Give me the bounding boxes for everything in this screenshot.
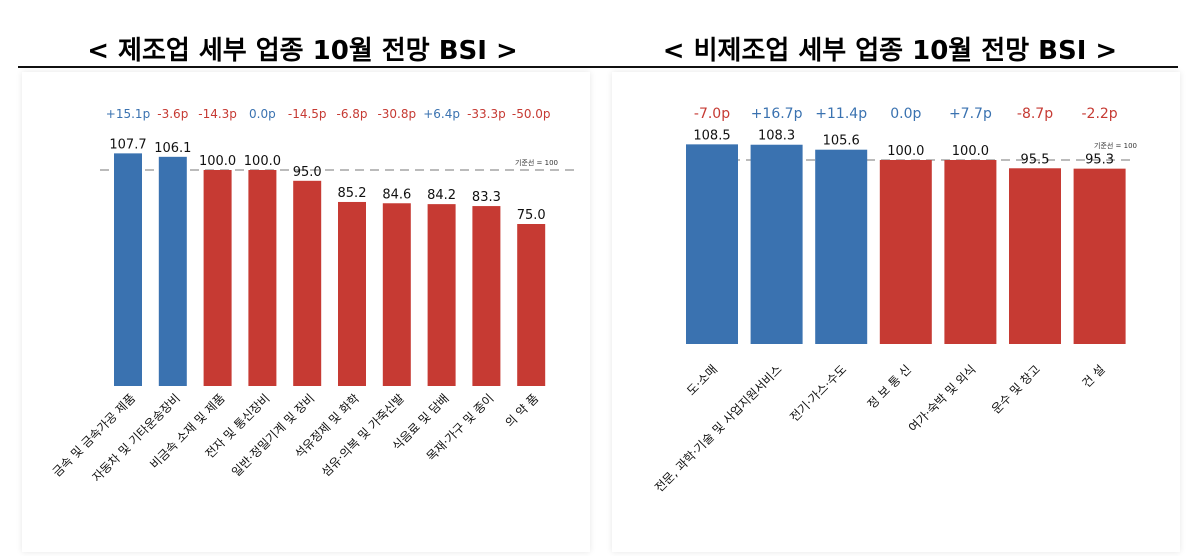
- change-label: -30.8p: [377, 107, 416, 121]
- category-label: 비금속 소재 및 제품: [147, 391, 227, 471]
- data-label: 84.2: [427, 188, 456, 203]
- bar: [248, 170, 277, 386]
- change-label: -14.5p: [288, 107, 327, 121]
- data-label: 85.2: [338, 186, 367, 201]
- data-label: 100.0: [199, 154, 236, 169]
- category-label: 도·소매: [684, 362, 720, 398]
- category-label: 운수 및 창고: [989, 362, 1043, 416]
- data-label: 84.6: [382, 187, 411, 202]
- data-label: 83.3: [472, 190, 501, 205]
- data-label: 100.0: [887, 144, 924, 159]
- bar: [338, 201, 366, 386]
- bar: [203, 170, 232, 386]
- data-label: 100.0: [952, 144, 989, 159]
- data-label: 75.0: [517, 208, 546, 223]
- bar: [114, 153, 142, 386]
- change-label: -14.3p: [198, 107, 237, 121]
- bar: [293, 180, 322, 386]
- category-label: 금속 및 금속가공 제품: [50, 391, 138, 479]
- change-label: 0.0p: [890, 106, 921, 122]
- change-label: -33.3p: [467, 107, 506, 121]
- nonmanufacturing-bar-chart: 기준선 = 100 108.5 -7.0p 도·소매 108.3 +16.7p 전문, 과학…: [652, 106, 1137, 495]
- change-label: 0.0p: [249, 107, 276, 121]
- change-label: +7.7p: [949, 106, 992, 122]
- data-label: 95.3: [1085, 153, 1114, 168]
- data-label: 100.0: [244, 154, 281, 169]
- title-underline: [18, 66, 1178, 68]
- data-label: 107.7: [109, 137, 146, 152]
- change-label: +6.4p: [423, 107, 460, 121]
- change-label: -6.8p: [336, 107, 367, 121]
- category-label: 섬유·의복 및 가죽신발: [319, 391, 407, 479]
- category-label: 자동차 및 기타운송장비: [90, 391, 183, 484]
- chart-title-nonmanufacturing: < 비제조업 세부 업종 10월 전망 BSI >: [662, 36, 1118, 66]
- manufacturing-bar-chart: 기준선 = 100 107.7 +15.1p 금속 및 금속가공 제품 106.1 -3.…: [50, 107, 574, 485]
- data-label: 108.3: [758, 129, 795, 144]
- baseline-label: 기준선 = 100: [515, 158, 558, 167]
- data-label: 106.1: [154, 141, 191, 156]
- bar: [750, 144, 803, 344]
- data-label: 95.0: [293, 165, 322, 180]
- change-label: -7.0p: [694, 106, 730, 122]
- data-label: 108.5: [693, 128, 730, 143]
- bar: [517, 224, 546, 386]
- bar: [427, 204, 456, 386]
- data-label: 95.5: [1021, 152, 1050, 167]
- data-label: 105.6: [823, 134, 860, 149]
- change-label: -2.2p: [1081, 106, 1117, 122]
- category-label: 의 약 품: [502, 391, 541, 430]
- category-label: 일반·정밀기계 및 장비: [229, 391, 317, 479]
- change-label: -8.7p: [1017, 106, 1053, 122]
- change-label: +16.7p: [751, 106, 803, 122]
- nonmanufacturing-chart-panel: 기준선 = 100 108.5 -7.0p 도·소매 108.3 +16.7p 전문, 과학…: [612, 72, 1180, 552]
- chart-title-manufacturing: < 제조업 세부 업종 10월 전망 BSI >: [87, 36, 518, 66]
- bar: [158, 156, 187, 386]
- category-label: 여가·숙박 및 외식: [906, 362, 979, 435]
- bar: [472, 206, 501, 386]
- change-label: -3.6p: [157, 107, 188, 121]
- bar: [1009, 168, 1061, 344]
- category-label: 정 보 통 신: [865, 362, 914, 411]
- bar: [382, 203, 411, 386]
- change-label: -50.0p: [512, 107, 551, 121]
- category-label: 건 설: [1080, 362, 1108, 390]
- bar: [686, 144, 738, 344]
- category-label: 전기·가스·수도: [787, 362, 849, 424]
- bar: [944, 160, 997, 344]
- category-label: 전문, 과학·기술 및 사업지원서비스: [652, 362, 785, 495]
- baseline-label: 기준선 = 100: [1094, 141, 1137, 150]
- bar: [815, 149, 868, 344]
- change-label: +15.1p: [106, 107, 150, 121]
- bar: [1073, 168, 1126, 344]
- change-label: +11.4p: [815, 106, 867, 122]
- bar: [879, 160, 932, 344]
- manufacturing-chart-panel: 기준선 = 100 107.7 +15.1p 금속 및 금속가공 제품 106.1 -3.…: [22, 72, 590, 552]
